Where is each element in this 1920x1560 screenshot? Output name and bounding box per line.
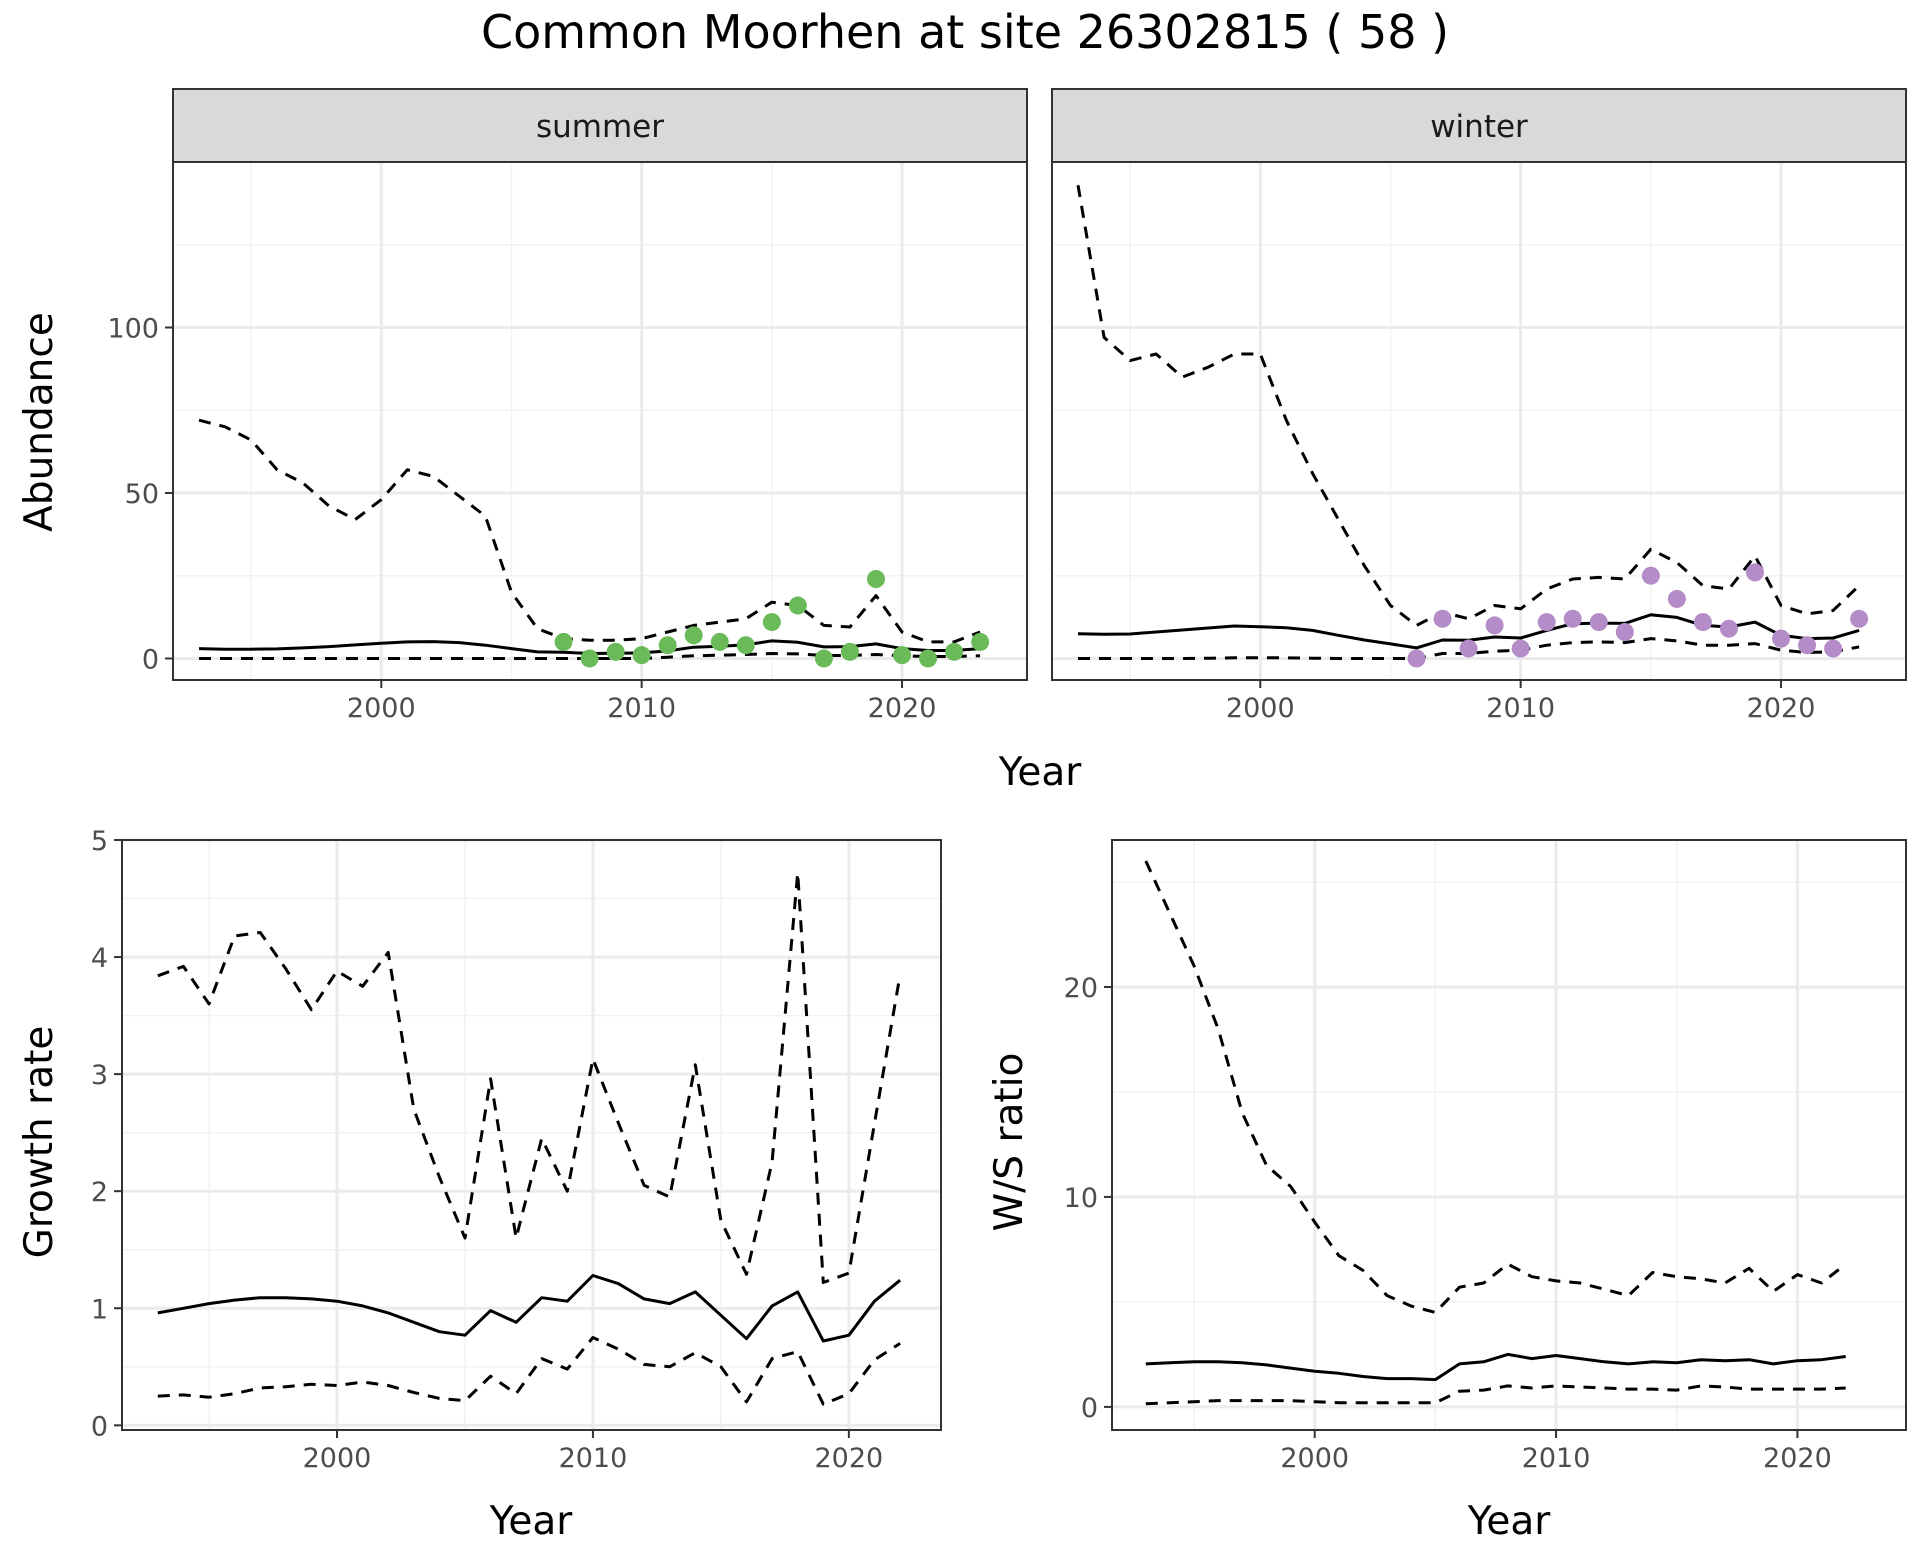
summer-data-point (554, 632, 573, 651)
winter-data-point (1537, 613, 1556, 632)
winter-data-point (1511, 639, 1530, 658)
summer-plot-background (173, 162, 1027, 680)
summer-data-point (945, 642, 964, 661)
winter-data-point (1719, 619, 1738, 638)
x-tick-label: 2020 (815, 1443, 884, 1474)
winter-series-line-bound-1 (1076, 184, 1861, 627)
x-tick-label: 2010 (559, 1443, 628, 1474)
summer-data-point (684, 626, 703, 645)
growth-panel-border (121, 839, 942, 1431)
winter-panel: winter 2000 2010 2020 (1051, 88, 1907, 724)
growth-series-line-bound-1 (157, 871, 902, 1284)
facet-x-axis-title: Year (998, 750, 1083, 795)
winter-data-point (1667, 589, 1686, 608)
winter-data-point (1407, 649, 1426, 668)
summer-strip (172, 88, 1028, 163)
y-tick-label: 10 (1064, 1183, 1098, 1214)
winter-data-point (1589, 613, 1608, 632)
winter-data-point (1485, 616, 1504, 635)
winter-data-point (1824, 639, 1843, 658)
winter-data-point (1798, 636, 1817, 655)
ratio-y-axis-title: W/S ratio (987, 1053, 1032, 1232)
x-tick-label: 2020 (1763, 1443, 1832, 1474)
summer-data-point (971, 632, 990, 651)
summer-data-point (736, 636, 755, 655)
summer-data-point (658, 636, 677, 655)
ratio-gridlines (1112, 840, 1906, 1430)
x-tick-label: 2020 (868, 693, 937, 724)
summer-data-point (762, 613, 781, 632)
summer-data-point (919, 649, 938, 668)
summer-data-point (814, 649, 833, 668)
y-tick-label: 20 (1064, 973, 1098, 1004)
growth-x-axis-title: Year (489, 1499, 574, 1544)
x-tick-label: 2010 (1522, 1443, 1591, 1474)
summer-series-line-bound-1 (198, 418, 981, 644)
winter-data-point (1615, 623, 1634, 642)
y-tick-label: 0 (1081, 1393, 1098, 1424)
summer-data-point (840, 642, 859, 661)
summer-data-point (866, 570, 885, 589)
x-tick-label: 2000 (1226, 693, 1295, 724)
y-tick-label: 0 (142, 644, 159, 675)
summer-panel-border (172, 161, 1028, 681)
summer-data-point (632, 646, 651, 665)
x-tick-label: 2000 (303, 1443, 372, 1474)
growth-plot-background (122, 840, 941, 1430)
x-tick-label: 2020 (1747, 693, 1816, 724)
ratio-x-axis-title: Year (1467, 1499, 1552, 1544)
winter-data-point (1772, 629, 1791, 648)
winter-data-point (1745, 563, 1764, 582)
y-tick-label: 50 (125, 479, 159, 510)
y-tick-label: 4 (91, 943, 108, 974)
x-tick-label: 2010 (1486, 693, 1555, 724)
y-tick-label: 3 (91, 1060, 108, 1091)
winter-gridlines (1052, 162, 1906, 680)
winter-data-point (1563, 609, 1582, 628)
y-tick-label: 100 (107, 313, 159, 344)
winter-data-point (1693, 613, 1712, 632)
winter-strip-label: winter (1430, 109, 1528, 145)
y-tick-label: 0 (91, 1411, 108, 1442)
growth-y-axis-title: Growth rate (17, 1026, 62, 1259)
y-tick-label: 5 (91, 826, 108, 857)
ratio-series-line-bound-1 (1144, 860, 1847, 1314)
ratio-panel-border (1111, 839, 1907, 1431)
ratio-series-line-bound-2 (1145, 1384, 1846, 1406)
growth-panel: 2000 2010 2020 0 1 2 3 4 5 (91, 826, 942, 1474)
winter-data-point (1850, 609, 1869, 628)
summer-data-point (893, 646, 912, 665)
winter-series-line-bound-2 (1078, 637, 1860, 660)
ratio-series-line-estimate (1145, 1352, 1846, 1382)
summer-panel: summer 2000 2010 2020 0 50 100 (107, 88, 1028, 724)
ratio-plot-background (1112, 840, 1906, 1430)
y-tick-label: 2 (91, 1177, 108, 1208)
y-tick-label: 1 (91, 1294, 108, 1325)
figure-title: Common Moorhen at site 26302815 ( 58 ) (481, 5, 1449, 59)
winter-panel-border (1051, 161, 1907, 681)
summer-data-point (580, 649, 599, 668)
summer-data-point (788, 596, 807, 615)
x-tick-label: 2000 (1280, 1443, 1349, 1474)
winter-data-point (1433, 609, 1452, 628)
winter-plot-background (1052, 162, 1906, 680)
winter-data-point (1641, 566, 1660, 585)
x-tick-label: 2010 (607, 693, 676, 724)
x-tick-label: 2000 (347, 693, 416, 724)
growth-series-line-estimate (157, 1274, 902, 1343)
winter-data-point (1459, 639, 1478, 658)
summer-data-point (606, 642, 625, 661)
summer-data-point (710, 632, 729, 651)
abundance-y-axis-title: Abundance (17, 312, 62, 532)
ratio-panel: 2000 2010 2020 0 10 20 (1064, 839, 1907, 1474)
summer-strip-label: summer (536, 109, 664, 145)
